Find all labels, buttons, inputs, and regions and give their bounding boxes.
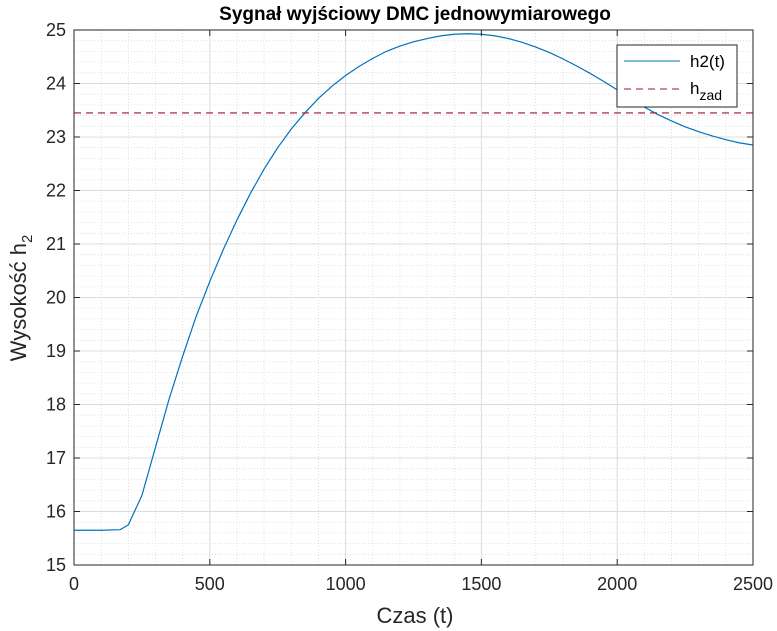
y-tick-label: 15 <box>46 555 66 575</box>
x-axis-label: Czas (t) <box>377 603 454 628</box>
legend-label-hzad-main: h <box>690 79 699 98</box>
y-tick-label: 21 <box>46 234 66 254</box>
ticks: 0 500 1000 1500 2000 2500 15 16 17 18 19 20 21 22 23 24… <box>46 20 773 594</box>
legend-label-hzad: hzad <box>690 79 722 103</box>
x-tick-label: 1000 <box>326 574 366 594</box>
x-tick-label: 1500 <box>461 574 501 594</box>
y-tick-label: 24 <box>46 74 66 94</box>
y-tick-label: 16 <box>46 502 66 522</box>
y-tick-label: 17 <box>46 448 66 468</box>
y-tick-label: 22 <box>46 181 66 201</box>
y-tick-label: 23 <box>46 127 66 147</box>
legend-box <box>616 44 738 108</box>
legend-label-h2: h2(t) <box>690 52 725 71</box>
x-tick-label: 500 <box>195 574 225 594</box>
y-tick-label: 19 <box>46 341 66 361</box>
legend-label-hzad-subscript: zad <box>699 87 722 103</box>
y-axis-label-subscript: 2 <box>19 235 36 243</box>
x-tick-label: 2000 <box>597 574 637 594</box>
x-tick-label: 0 <box>69 574 79 594</box>
y-tick-label: 18 <box>46 395 66 415</box>
chart-title: Sygnał wyjściowy DMC jednowymiarowego <box>219 4 611 25</box>
x-tick-label: 2500 <box>733 574 773 594</box>
legend: h2(t) hzad <box>616 44 738 108</box>
y-axis-label: Wysokość h2 <box>6 235 36 362</box>
y-tick-label: 25 <box>46 20 66 40</box>
y-axis-label-main: Wysokość h <box>6 243 31 361</box>
y-tick-label: 20 <box>46 288 66 308</box>
